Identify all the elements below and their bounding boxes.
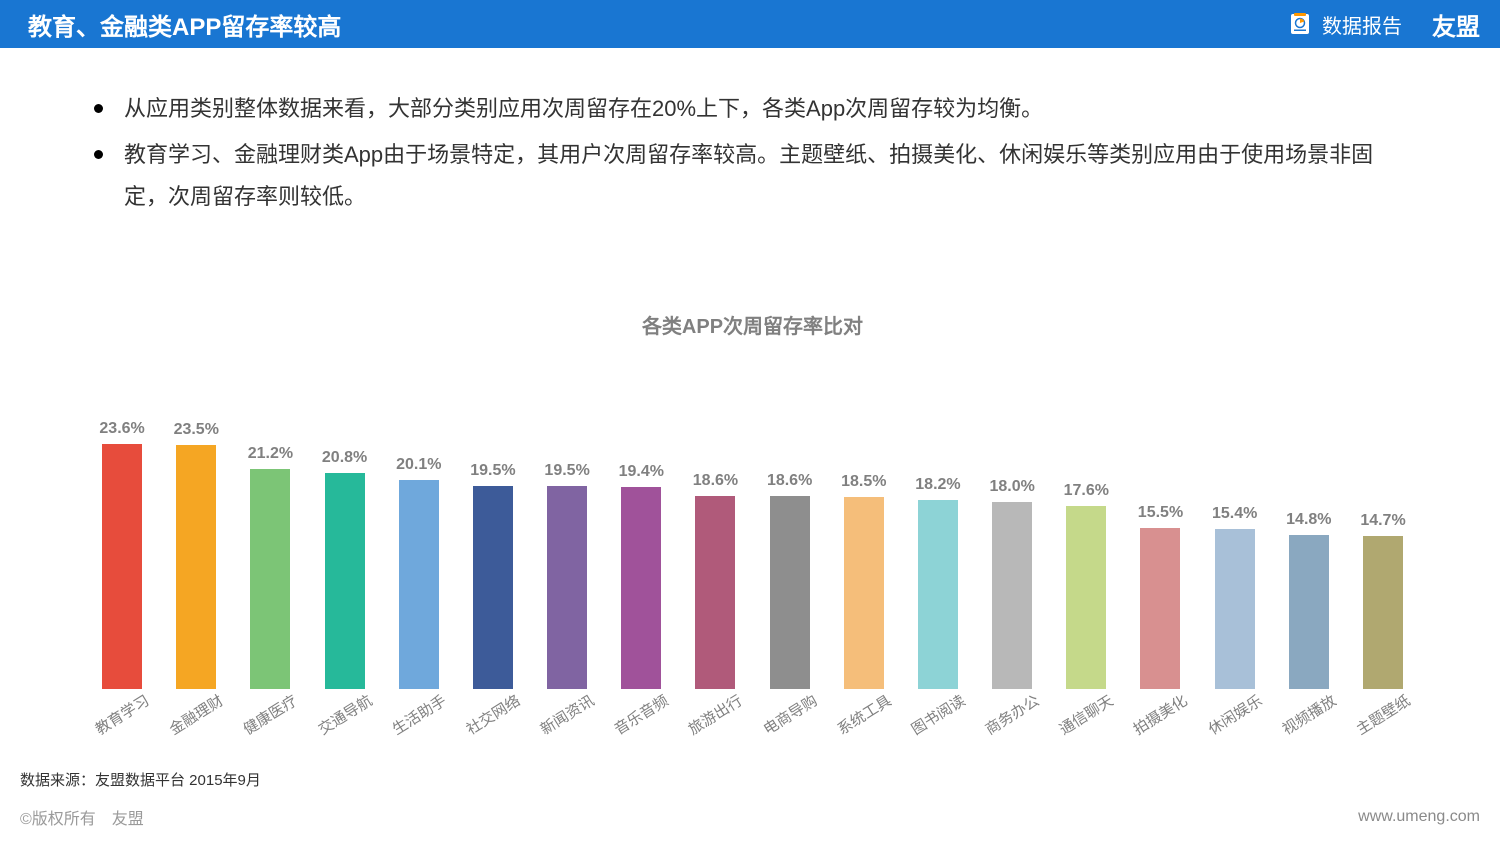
bar-group: 23.6%教育学习 — [85, 420, 159, 689]
bar-category-label: 视频播放 — [1278, 690, 1340, 740]
bar-group: 19.4%音乐音频 — [604, 463, 678, 689]
chart-title: 各类APP次周留存率比对 — [65, 310, 1440, 339]
bar-value-label: 19.5% — [544, 462, 589, 480]
bar-category-label: 图书阅读 — [907, 690, 969, 740]
bar-category-label: 健康医疗 — [239, 690, 301, 740]
bar-category-label: 休闲娱乐 — [1204, 690, 1266, 740]
bar-category-label: 生活助手 — [388, 690, 450, 740]
bar-group: 14.8%视频播放 — [1272, 511, 1346, 689]
bar-group: 19.5%社交网络 — [456, 462, 530, 689]
bar — [102, 444, 142, 689]
bar — [1289, 535, 1329, 689]
chart-area: 23.6%教育学习23.5%金融理财21.2%健康医疗20.8%交通导航20.1… — [65, 379, 1440, 689]
bar-category-label: 主题壁纸 — [1352, 690, 1414, 740]
header-bar: 教育、金融类APP留存率较高 数据报告 友盟 — [0, 0, 1500, 48]
page-title: 教育、金融类APP留存率较高 — [28, 7, 341, 42]
bar — [250, 469, 290, 689]
bar — [770, 496, 810, 689]
bar-group: 18.0%商务办公 — [975, 478, 1049, 689]
bar-category-label: 拍摄美化 — [1129, 690, 1191, 740]
bar-group: 14.7%主题壁纸 — [1346, 512, 1420, 689]
bar-category-label: 系统工具 — [833, 690, 895, 740]
bar-category-label: 社交网络 — [462, 690, 524, 740]
bar-category-label: 电商导购 — [759, 690, 821, 740]
bar-group: 23.5%金融理财 — [159, 421, 233, 689]
bar-value-label: 14.7% — [1360, 512, 1405, 530]
bar — [844, 497, 884, 689]
bar — [992, 502, 1032, 689]
bar-value-label: 21.2% — [248, 445, 293, 463]
bar-category-label: 新闻资讯 — [536, 690, 598, 740]
bar — [399, 480, 439, 689]
bar-group: 18.2%图书阅读 — [901, 476, 975, 689]
bar — [1066, 506, 1106, 689]
content-area: 从应用类别整体数据来看，大部分类别应用次周留存在20%上下，各类App次周留存较… — [0, 48, 1500, 217]
bar-value-label: 18.0% — [989, 478, 1034, 496]
bar-group: 17.6%通信聊天 — [1049, 482, 1123, 689]
bar-group: 19.5%新闻资讯 — [530, 462, 604, 689]
footer: ©版权所有 友盟 www.umeng.com — [0, 802, 1500, 844]
bar-group: 20.8%交通导航 — [308, 449, 382, 689]
bar — [176, 445, 216, 689]
bar-value-label: 17.6% — [1064, 482, 1109, 500]
brand-logo: 友盟 — [1432, 7, 1480, 42]
bar-value-label: 15.4% — [1212, 505, 1257, 523]
bar — [695, 496, 735, 689]
bullet-list: 从应用类别整体数据来看，大部分类别应用次周留存在20%上下，各类App次周留存较… — [90, 88, 1410, 217]
bullet-item: 教育学习、金融理财类App由于场景特定，其用户次周留存率较高。主题壁纸、拍摄美化… — [90, 134, 1410, 218]
copyright: ©版权所有 友盟 — [20, 805, 144, 829]
bar-value-label: 19.4% — [619, 463, 664, 481]
bar — [325, 473, 365, 689]
bar-value-label: 23.5% — [174, 421, 219, 439]
bar-category-label: 商务办公 — [981, 690, 1043, 740]
header-right: 数据报告 友盟 — [1290, 7, 1500, 42]
bar-category-label: 音乐音频 — [610, 690, 672, 740]
bar-value-label: 19.5% — [470, 462, 515, 480]
bar-group: 21.2%健康医疗 — [233, 445, 307, 689]
bar — [473, 486, 513, 689]
bar-value-label: 18.6% — [767, 472, 812, 490]
bar-group: 18.6%电商导购 — [753, 472, 827, 689]
bar — [547, 486, 587, 689]
report-label: 数据报告 — [1322, 10, 1402, 39]
site-url: www.umeng.com — [1358, 808, 1480, 826]
bar-category-label: 旅游出行 — [684, 690, 746, 740]
bar-value-label: 14.8% — [1286, 511, 1331, 529]
bar-value-label: 23.6% — [99, 420, 144, 438]
bar-category-label: 交通导航 — [314, 690, 376, 740]
chart-container: 各类APP次周留存率比对 23.6%教育学习23.5%金融理财21.2%健康医疗… — [65, 310, 1440, 740]
bar-value-label: 20.8% — [322, 449, 367, 467]
bar-category-label: 金融理财 — [165, 690, 227, 740]
data-source: 数据来源：友盟数据平台 2015年9月 — [20, 769, 261, 790]
bar-value-label: 18.2% — [915, 476, 960, 494]
bar-category-label: 教育学习 — [91, 690, 153, 740]
bar-group: 18.5%系统工具 — [827, 473, 901, 689]
bar-value-label: 20.1% — [396, 456, 441, 474]
bar — [1215, 529, 1255, 689]
bar — [918, 500, 958, 689]
bar-value-label: 18.6% — [693, 472, 738, 490]
bar-group: 18.6%旅游出行 — [678, 472, 752, 689]
bar-value-label: 15.5% — [1138, 504, 1183, 522]
bar — [1140, 528, 1180, 689]
bar-group: 20.1%生活助手 — [382, 456, 456, 689]
bar-value-label: 18.5% — [841, 473, 886, 491]
bar — [621, 487, 661, 689]
bar-group: 15.4%休闲娱乐 — [1198, 505, 1272, 689]
bullet-item: 从应用类别整体数据来看，大部分类别应用次周留存在20%上下，各类App次周留存较… — [90, 88, 1410, 130]
bar-category-label: 通信聊天 — [1055, 690, 1117, 740]
bar-group: 15.5%拍摄美化 — [1123, 504, 1197, 689]
bar — [1363, 536, 1403, 689]
report-icon — [1290, 13, 1310, 35]
